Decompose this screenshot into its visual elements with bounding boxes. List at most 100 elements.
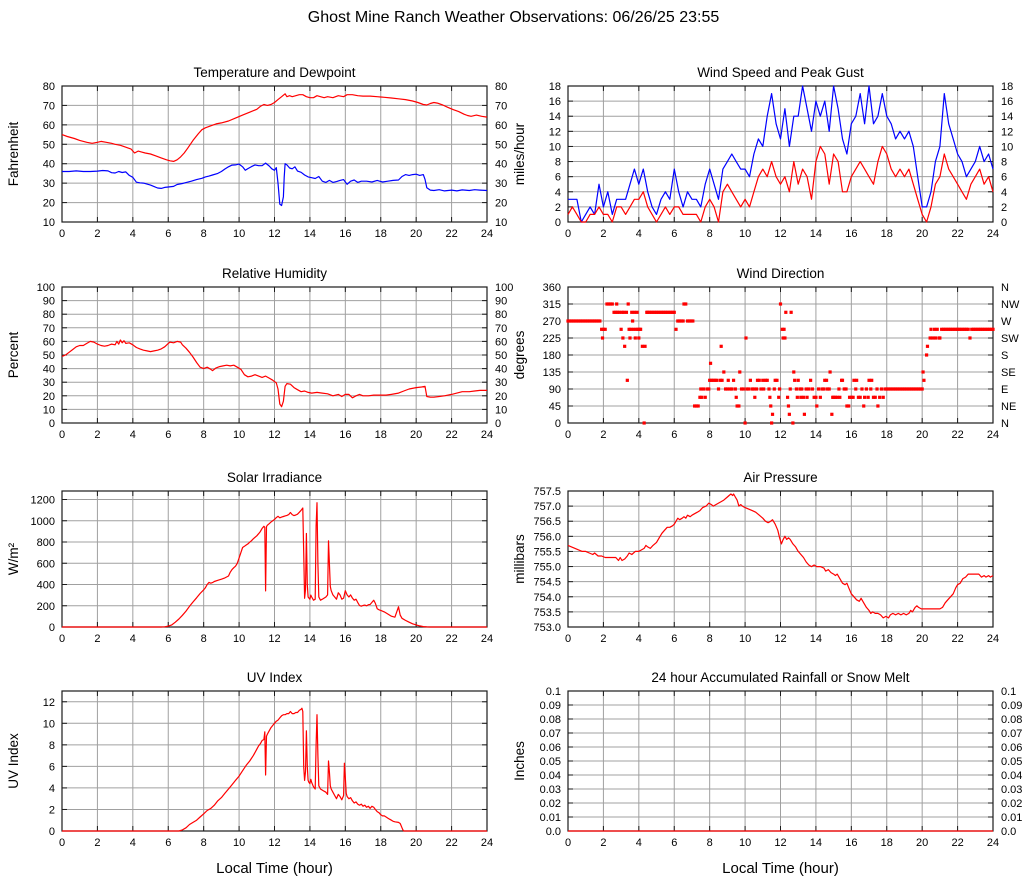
- svg-text:14: 14: [304, 429, 316, 441]
- svg-text:100: 100: [37, 282, 55, 294]
- svg-text:14: 14: [304, 633, 316, 645]
- svg-text:2: 2: [600, 633, 606, 645]
- svg-text:16: 16: [339, 429, 351, 441]
- svg-text:16: 16: [845, 429, 857, 441]
- svg-text:60: 60: [495, 336, 507, 348]
- svg-text:SE: SE: [1001, 367, 1016, 379]
- svg-text:0: 0: [565, 633, 571, 645]
- svg-text:12: 12: [774, 633, 786, 645]
- svg-text:18: 18: [549, 81, 561, 93]
- svg-text:6: 6: [165, 633, 171, 645]
- svg-text:8: 8: [201, 429, 207, 441]
- svg-text:14: 14: [304, 228, 316, 240]
- svg-text:6: 6: [165, 837, 171, 849]
- svg-text:0: 0: [1001, 217, 1007, 229]
- svg-text:8: 8: [707, 429, 713, 441]
- svg-text:100: 100: [495, 282, 513, 294]
- svg-text:0.05: 0.05: [1001, 756, 1022, 768]
- chart-solar-irradiance: 0 2 4 6 8 10 12 14 16 18 20 22 240200400600800100012…: [6, 470, 493, 645]
- svg-text:20: 20: [916, 633, 928, 645]
- svg-text:20: 20: [916, 837, 928, 849]
- svg-text:18: 18: [375, 837, 387, 849]
- chart-air-pressure: 0 2 4 6 8 10 12 14 16 18 20 22 24753.0753.5754.0754.…: [512, 470, 999, 645]
- svg-text:0.01: 0.01: [540, 812, 561, 824]
- svg-text:70: 70: [43, 323, 55, 335]
- svg-text:4: 4: [130, 633, 136, 645]
- svg-text:miles/hour: miles/hour: [512, 122, 527, 185]
- svg-text:2: 2: [49, 804, 55, 816]
- svg-text:20: 20: [495, 391, 507, 403]
- svg-text:8: 8: [201, 228, 207, 240]
- svg-text:90: 90: [549, 384, 561, 396]
- svg-text:18: 18: [375, 633, 387, 645]
- svg-text:60: 60: [43, 120, 55, 132]
- svg-text:18: 18: [375, 429, 387, 441]
- svg-text:60: 60: [43, 336, 55, 348]
- svg-text:12: 12: [774, 837, 786, 849]
- svg-text:NE: NE: [1001, 401, 1016, 413]
- page-title: Ghost Mine Ranch Weather Observations: 0…: [307, 9, 720, 26]
- svg-text:W/m²: W/m²: [6, 542, 21, 575]
- svg-text:degrees: degrees: [512, 330, 527, 379]
- svg-text:754.5: 754.5: [533, 577, 561, 589]
- svg-text:20: 20: [916, 228, 928, 240]
- svg-text:0.02: 0.02: [540, 798, 561, 810]
- svg-text:0.09: 0.09: [540, 700, 561, 712]
- svg-text:14: 14: [810, 837, 822, 849]
- svg-text:4: 4: [636, 228, 642, 240]
- svg-text:753.5: 753.5: [533, 607, 561, 619]
- svg-text:2: 2: [94, 837, 100, 849]
- svg-text:24: 24: [987, 633, 999, 645]
- svg-text:22: 22: [951, 429, 963, 441]
- svg-text:24 hour Accumulated Rainfall o: 24 hour Accumulated Rainfall or Snow Mel…: [651, 670, 909, 685]
- svg-text:50: 50: [43, 139, 55, 151]
- svg-text:NW: NW: [1001, 299, 1020, 311]
- svg-text:0: 0: [59, 633, 65, 645]
- svg-text:4: 4: [555, 187, 561, 199]
- svg-text:16: 16: [339, 837, 351, 849]
- svg-text:180: 180: [543, 350, 561, 362]
- svg-text:14: 14: [1001, 111, 1013, 123]
- svg-text:20: 20: [43, 391, 55, 403]
- svg-text:0: 0: [565, 429, 571, 441]
- svg-text:14: 14: [810, 633, 822, 645]
- svg-text:S: S: [1001, 350, 1008, 362]
- svg-text:10: 10: [1001, 141, 1013, 153]
- svg-text:2: 2: [600, 837, 606, 849]
- svg-text:6: 6: [165, 429, 171, 441]
- svg-text:10: 10: [739, 429, 751, 441]
- svg-text:6: 6: [671, 837, 677, 849]
- svg-text:UV Index: UV Index: [247, 670, 303, 685]
- svg-text:12: 12: [1001, 126, 1013, 138]
- svg-text:0.03: 0.03: [540, 784, 561, 796]
- svg-text:W: W: [1001, 316, 1012, 328]
- svg-text:2: 2: [600, 228, 606, 240]
- svg-text:270: 270: [543, 316, 561, 328]
- svg-text:10: 10: [233, 429, 245, 441]
- svg-text:Solar Irradiance: Solar Irradiance: [227, 470, 322, 485]
- svg-text:Wind Speed and Peak Gust: Wind Speed and Peak Gust: [697, 65, 864, 80]
- svg-text:753.0: 753.0: [533, 622, 561, 634]
- svg-text:80: 80: [495, 309, 507, 321]
- svg-text:757.5: 757.5: [533, 486, 561, 498]
- svg-text:8: 8: [707, 837, 713, 849]
- svg-text:4: 4: [130, 837, 136, 849]
- svg-text:0: 0: [555, 418, 561, 430]
- svg-text:225: 225: [543, 333, 561, 345]
- svg-text:12: 12: [268, 837, 280, 849]
- svg-text:8: 8: [555, 157, 561, 169]
- svg-text:50: 50: [495, 350, 507, 362]
- svg-text:756.5: 756.5: [533, 516, 561, 528]
- svg-text:10: 10: [233, 633, 245, 645]
- svg-text:24: 24: [481, 837, 493, 849]
- svg-text:14: 14: [810, 429, 822, 441]
- svg-text:315: 315: [543, 299, 561, 311]
- svg-text:22: 22: [445, 633, 457, 645]
- svg-text:24: 24: [481, 429, 493, 441]
- svg-text:0: 0: [555, 217, 561, 229]
